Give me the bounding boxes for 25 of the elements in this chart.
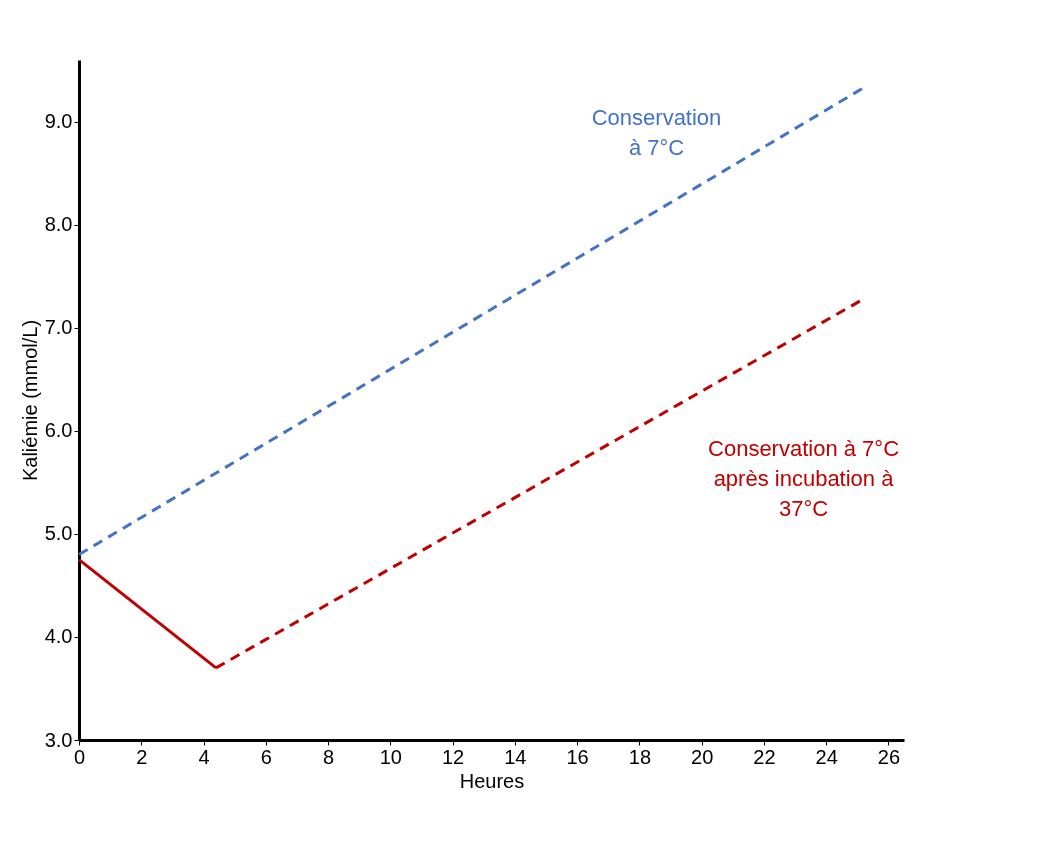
y-axis-title: Kaliémie (mmol/L) [18, 319, 41, 482]
y-tick-label: 6.0 [44, 419, 73, 442]
x-tick-label: 4 [198, 745, 210, 768]
x-axis-title: Heures [459, 769, 525, 792]
x-tick-label: 20 [691, 745, 714, 768]
x-tick-label: 12 [441, 745, 465, 768]
x-tick-label: 24 [815, 745, 838, 768]
y-tick-label: 5.0 [44, 522, 73, 545]
x-tick-label: 22 [753, 745, 776, 768]
x-tick-label: 26 [877, 745, 901, 768]
y-tick-label: 3.0 [44, 728, 73, 751]
x-tick-label: 8 [322, 745, 335, 768]
x-tick-label: 10 [379, 745, 402, 768]
y-tick-label: 8.0 [44, 213, 73, 236]
y-tick-label: 4.0 [44, 625, 73, 648]
x-tick-label: 2 [136, 745, 148, 768]
x-tick-label: 6 [260, 745, 272, 768]
series-label: Conservation à 7°C après incubation à 37°C [708, 436, 900, 522]
x-tick-label: 14 [504, 745, 527, 768]
x-tick-label: 16 [566, 745, 589, 768]
y-tick-label: 7.0 [44, 316, 73, 339]
y-tick-label: 9.0 [44, 110, 73, 133]
x-tick-label: 18 [628, 745, 651, 768]
series-label: Conservation à 7°C [591, 104, 722, 160]
x-tick-label: 0 [73, 745, 86, 768]
